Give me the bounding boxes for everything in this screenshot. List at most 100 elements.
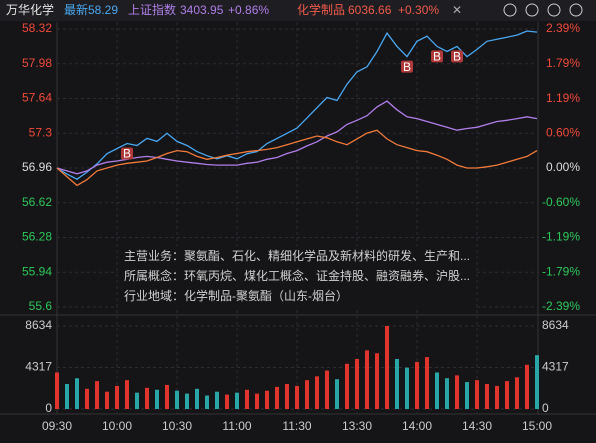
volume-bar: [355, 359, 359, 409]
y2-tick-label: 1.79%: [546, 56, 580, 70]
volume-bar: [75, 378, 79, 409]
index-change: +0.86%: [228, 3, 269, 17]
volume-tick-label: 4317: [542, 360, 569, 374]
volume-bar: [465, 382, 469, 409]
series-line: [56, 129, 538, 187]
volume-tick-label: 8634: [25, 318, 52, 332]
buy-marker-label: B: [453, 50, 461, 64]
volume-bar: [175, 390, 179, 409]
volume-bar: [295, 385, 299, 409]
series-line: [56, 30, 538, 180]
volume-bar: [495, 385, 499, 409]
volume-bar: [115, 385, 119, 409]
x-tick-label: 11:00: [222, 419, 251, 433]
buy-marker: [401, 60, 413, 73]
volume-bar: [205, 395, 209, 409]
volume-bar: [235, 392, 239, 409]
series-line: [56, 100, 538, 175]
sector-name: 化学制品: [297, 2, 345, 17]
volume-bar: [285, 384, 289, 409]
buy-marker: [451, 50, 463, 63]
volume-bar: [425, 357, 429, 409]
volume-bar: [515, 377, 519, 409]
volume-bar: [215, 391, 219, 409]
volume-bar: [55, 372, 59, 409]
volume-bar: [415, 361, 419, 409]
x-tick-label: 11:30: [282, 419, 311, 433]
volume-bar: [245, 389, 249, 409]
icon[interactable]: [503, 3, 517, 17]
x-tick-label: 10:00: [102, 419, 132, 433]
volume-bar: [65, 384, 69, 409]
volume-bar: [395, 359, 399, 409]
x-tick-label: 09:30: [42, 419, 72, 433]
close-icon[interactable]: ✕: [452, 3, 462, 17]
info-box: [118, 246, 474, 308]
volume-bar: [125, 380, 129, 409]
volume-bar: [185, 393, 189, 409]
y2-tick-label: -2.39%: [542, 299, 580, 313]
volume-bar: [85, 388, 89, 409]
buy-marker: [121, 147, 133, 160]
volume-bar: [165, 384, 169, 409]
y-tick-label: 56.28: [22, 230, 52, 244]
y-tick-label: 56.96: [22, 160, 52, 174]
y-tick-label: 56.62: [22, 195, 52, 209]
volume-bar: [435, 372, 439, 409]
volume-bar: [525, 364, 529, 409]
header-bar: [0, 0, 596, 21]
y2-tick-label: -1.19%: [542, 229, 580, 243]
y-tick-label: 58.32: [22, 21, 52, 35]
y2-tick-label: 0.60%: [546, 125, 580, 139]
volume-bar: [325, 370, 329, 409]
index-name: 上证指数: [128, 2, 176, 17]
volume-tick-label: 0: [542, 401, 549, 415]
volume-bar: [105, 391, 109, 409]
volume-bar: [365, 350, 369, 409]
buy-marker: [431, 50, 443, 63]
latest-price: 最新58.29: [64, 2, 118, 17]
volume-tick-label: 0: [45, 401, 52, 415]
y2-tick-label: 1.19%: [546, 91, 580, 105]
buy-marker-label: B: [123, 147, 131, 161]
volume-bar: [225, 394, 229, 409]
volume-bar: [535, 355, 539, 409]
y2-tick-label: -0.60%: [542, 195, 580, 209]
icon[interactable]: [525, 3, 539, 17]
volume-bar: [445, 378, 449, 409]
x-tick-label: 15:00: [522, 419, 552, 433]
icon[interactable]: [569, 3, 583, 17]
volume-bar: [335, 379, 339, 409]
volume-bar: [95, 381, 99, 409]
y-tick-label: 57.3: [29, 125, 53, 139]
volume-bar: [265, 390, 269, 409]
x-tick-label: 10:30: [162, 419, 192, 433]
sector-change: +0.30%: [398, 3, 439, 17]
volume-bar: [145, 387, 149, 409]
volume-tick-label: 8634: [542, 318, 569, 332]
buy-marker-label: B: [433, 50, 441, 64]
volume-bar: [195, 388, 199, 409]
y-tick-label: 55.94: [22, 264, 52, 278]
volume-bar: [305, 380, 309, 409]
volume-bar: [475, 380, 479, 409]
volume-bar: [135, 392, 139, 409]
y2-tick-label: 0.00%: [546, 160, 580, 174]
sector-value: 6036.66: [348, 3, 392, 17]
info-line: 主营业务：聚氨酯、石化、精细化学品及新材料的研发、生产和...: [124, 248, 470, 263]
info-line: 所属概念：环氧丙烷、煤化工概念、证金持股、融资融券、沪股...: [124, 268, 470, 283]
volume-bar: [255, 393, 259, 409]
y-tick-label: 57.98: [22, 56, 52, 70]
y-tick-label: 57.64: [22, 91, 52, 105]
stock-name: 万华化学: [6, 2, 54, 17]
icon[interactable]: [547, 3, 561, 17]
volume-bar: [155, 389, 159, 409]
volume-bar: [345, 363, 349, 409]
x-tick-label: 14:30: [462, 419, 492, 433]
volume-tick-label: 4317: [25, 360, 52, 374]
index-value: 3403.95: [180, 3, 224, 17]
volume-bar: [405, 367, 409, 409]
y2-tick-label: -1.79%: [542, 264, 580, 278]
